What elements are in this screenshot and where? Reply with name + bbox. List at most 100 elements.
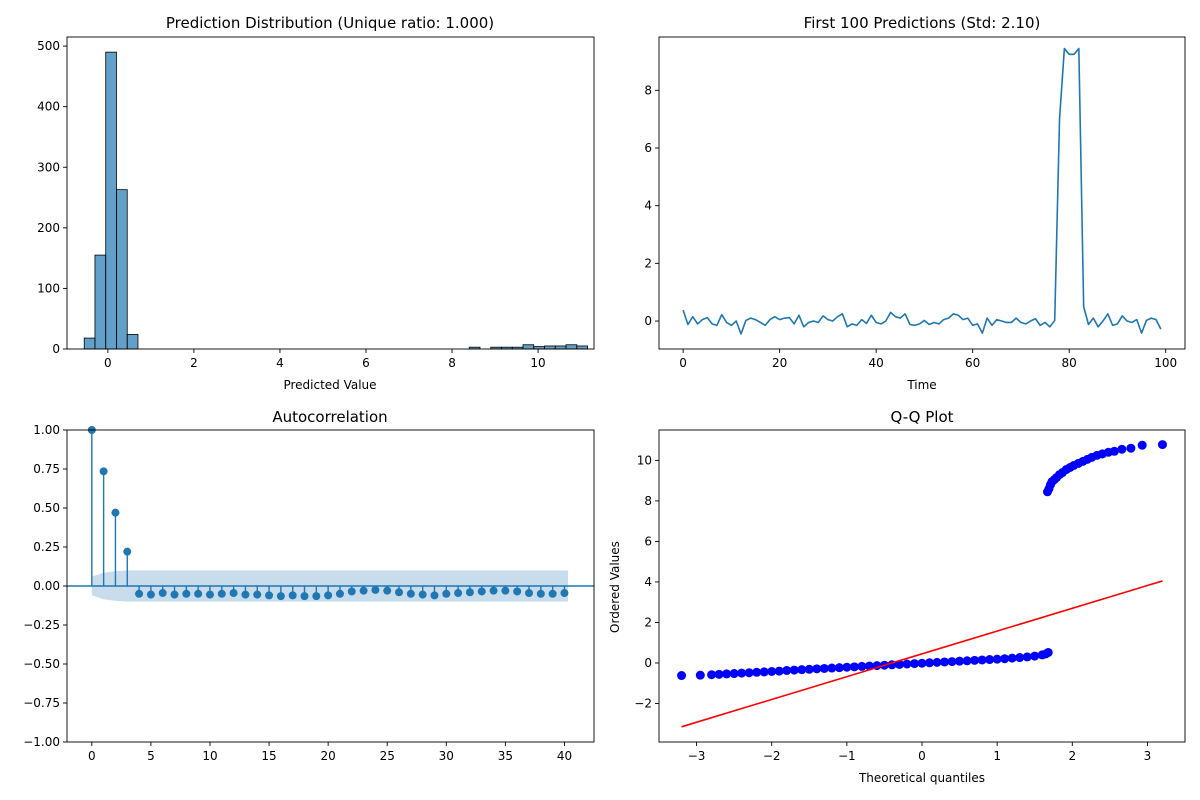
y-tick-label: 2 [644, 615, 652, 629]
qq-point [1043, 647, 1053, 657]
x-tick-label: 20 [772, 356, 787, 370]
autocorrelation-point [194, 589, 203, 598]
histogram-bar [105, 51, 117, 350]
y-tick-label: −2 [634, 697, 652, 711]
qq-point [1117, 444, 1127, 454]
y-tick-label: −0.75 [23, 696, 60, 710]
y-tick-label: −0.50 [23, 657, 60, 671]
autocorrelation-point [146, 590, 155, 599]
autocorrelation-point [335, 589, 344, 598]
qq-point [842, 662, 852, 672]
y-tick-label: 0.50 [33, 501, 60, 515]
autocorrelation-point [465, 588, 474, 597]
x-axis-label: Predicted Value [283, 378, 376, 392]
autocorrelation-point [383, 586, 392, 595]
x-tick-label: 40 [869, 356, 884, 370]
histogram-bar [576, 345, 588, 350]
autocorrelation-point [477, 587, 486, 596]
autocorrelation-point [276, 592, 285, 601]
x-tick-label: 0 [88, 749, 96, 763]
x-tick-label: 30 [439, 749, 454, 763]
qq-point [902, 659, 912, 669]
qq-point [677, 671, 687, 681]
qq-point [917, 658, 927, 668]
x-tick-label: 5 [147, 749, 155, 763]
autocorrelation-point [241, 590, 250, 599]
y-tick-label: 0.00 [33, 579, 60, 593]
qq-point [1137, 440, 1147, 450]
x-tick-label: 60 [965, 356, 980, 370]
qq-point [955, 656, 965, 666]
autocorrelation-point [454, 589, 463, 598]
autocorrelation-point [371, 585, 380, 594]
x-tick-label: 40 [557, 749, 572, 763]
qq-point [789, 665, 799, 675]
y-axis-label: Ordered Values [608, 541, 622, 633]
qq-point [864, 661, 874, 671]
qq-point [932, 657, 942, 667]
histogram-bar [116, 189, 128, 350]
qq-point [1157, 440, 1167, 450]
line-panel: First 100 Predictions (Std: 2.10) Time 0… [644, 14, 1186, 392]
qq-point [782, 665, 792, 675]
qq-point [1109, 446, 1119, 456]
qq-point [752, 667, 762, 677]
qq-point [714, 669, 724, 679]
qq-point [925, 658, 935, 668]
histogram-bar [94, 254, 107, 350]
autocorrelation-point [217, 589, 226, 598]
autocorrelation-point [418, 590, 427, 599]
qq-point [695, 670, 705, 680]
autocorrelation-point [430, 591, 439, 600]
qq-point [940, 657, 950, 667]
y-tick-label: 8 [644, 494, 652, 508]
autocorrelation-point [170, 590, 179, 599]
qq-point [1000, 654, 1010, 664]
qq-point [962, 656, 972, 666]
qq-point [834, 663, 844, 673]
qq-point [849, 662, 859, 672]
histogram-bar [554, 345, 567, 350]
autocorrelation-point [123, 547, 132, 556]
y-tick-label: 2 [644, 256, 652, 270]
qq-point [1015, 653, 1025, 663]
x-tick-label: 35 [498, 749, 513, 763]
y-tick-label: 300 [37, 160, 60, 174]
chart-title: Prediction Distribution (Unique ratio: 1… [166, 14, 494, 32]
x-tick-label: 25 [380, 749, 395, 763]
qq-point [722, 669, 732, 679]
y-tick-label: 0 [644, 314, 652, 328]
autocorrelation-point [501, 586, 510, 595]
qq-point [970, 655, 980, 665]
autocorrelation-point [182, 589, 191, 598]
x-tick-label: −3 [688, 749, 706, 763]
x-tick-label: 0 [104, 356, 112, 370]
autocorrelation-panel: Autocorrelation 0 5 10 15 20 25 30 35 40 1.00 0.75… [23, 408, 595, 763]
autocorrelation-point [135, 589, 144, 598]
x-axis-label: Theoretical quantiles [858, 771, 985, 785]
qq-point [759, 667, 769, 677]
qq-point [1126, 443, 1136, 453]
autocorrelation-point [312, 592, 321, 601]
autocorrelation-point [347, 587, 356, 596]
axes-frame [658, 36, 1186, 350]
autocorrelation-point [300, 592, 309, 601]
qq-point [977, 655, 987, 665]
autocorrelation-point [265, 591, 274, 600]
histogram-panel: Prediction Distribution (Unique ratio: 1… [37, 14, 595, 392]
qq-point [707, 670, 717, 680]
autocorrelation-point [359, 586, 368, 595]
autocorrelation-point [205, 590, 214, 599]
y-tick-label: 100 [37, 281, 60, 295]
qq-point [737, 668, 747, 678]
y-tick-label: 200 [37, 221, 60, 235]
axes-frame [66, 36, 595, 350]
histogram-bar [126, 334, 139, 350]
chart-title: Q-Q Plot [890, 408, 953, 426]
autocorrelation-point [525, 589, 534, 598]
x-tick-label: 100 [1154, 356, 1177, 370]
qq-point [827, 663, 837, 673]
qq-point [1007, 653, 1017, 663]
autocorrelation-point [229, 589, 238, 598]
